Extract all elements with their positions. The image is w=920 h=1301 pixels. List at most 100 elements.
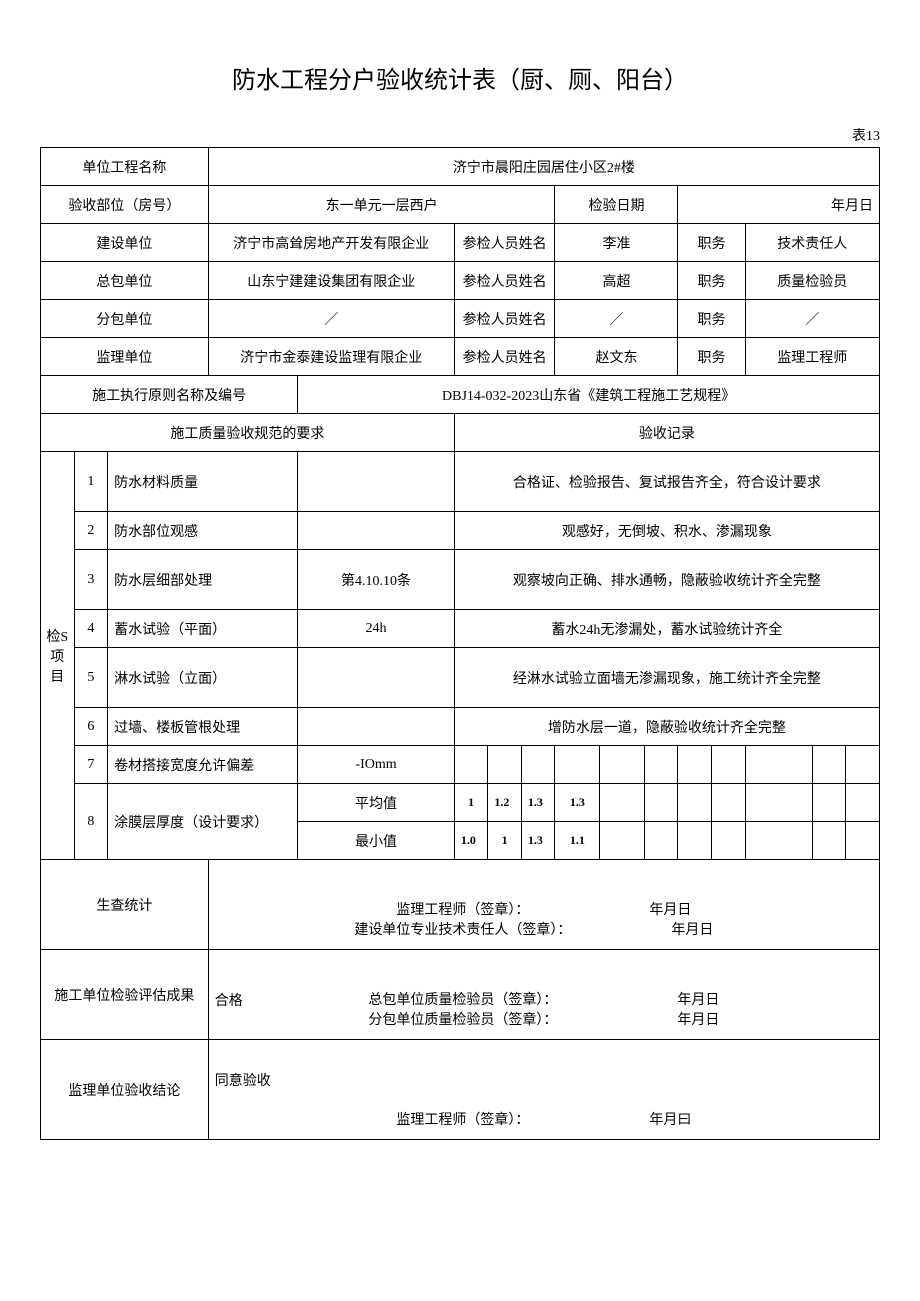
sub-unit-label: 分包单位: [41, 300, 209, 338]
i8r2c9: [812, 822, 846, 860]
item-record-5: 经淋水试验立面墙无渗漏现象，施工统计齐全完整: [454, 648, 879, 708]
sub-unit: ／: [208, 300, 454, 338]
build-unit-label: 建设单位: [41, 224, 209, 262]
item-num-3: 3: [74, 550, 108, 610]
i8r2c8: [745, 822, 812, 860]
item-name-1: 防水材料质量: [108, 452, 298, 512]
inspect-date-label: 检验日期: [555, 186, 678, 224]
supervisor-date: 年月日: [649, 899, 691, 919]
i8r1c1: 1.2: [488, 784, 522, 822]
item-name-6: 过墙、楼板管根处理: [108, 708, 298, 746]
inspection-table: 单位工程名称 济宁市晨阳庄园居住小区2#楼 验收部位（房号） 东一单元一层西户 …: [40, 147, 880, 1140]
item-num-1: 1: [74, 452, 108, 512]
item-num-4: 4: [74, 610, 108, 648]
item-num-5: 5: [74, 648, 108, 708]
i8r2c10: [846, 822, 880, 860]
i8r1c5: [644, 784, 678, 822]
final-sig: 监理工程师（签章）：: [396, 1109, 529, 1129]
supervise-unit-label: 监理单位: [41, 338, 209, 376]
item7-c0: [454, 746, 488, 784]
item7-c8: [745, 746, 812, 784]
general-date: 年月日: [677, 989, 719, 1009]
i8r1c10: [846, 784, 880, 822]
item-record-6: 增防水层一道，隐蔽验收统计齐全完整: [454, 708, 879, 746]
general-sig: 总包单位质量检验员（签章）：: [368, 989, 557, 1009]
item7-c2: [521, 746, 555, 784]
item-spec-3: 第4.10.10条: [298, 550, 455, 610]
i8r2c6: [678, 822, 712, 860]
item-spec-1: [298, 452, 455, 512]
location: 东一单元一层西户: [208, 186, 555, 224]
i8r1c2: 1.3: [521, 784, 555, 822]
supervise-inspector: 赵文东: [555, 338, 678, 376]
general-inspector: 高超: [555, 262, 678, 300]
record-header: 验收记录: [454, 414, 879, 452]
conclusion-sig-block: 同意验收 监理工程师（签章）： 年月曰: [208, 1040, 879, 1140]
item8-row2-label: 最小值: [298, 822, 455, 860]
sub-sig: 分包单位质量检验员（签章）：: [368, 1009, 557, 1029]
eval-sig-block: 合格 总包单位质量检验员（签章）： 年月日 分包单位质量检验员（签章）： 年月日: [208, 950, 879, 1040]
item7-c7: [712, 746, 746, 784]
spec-header: 施工质量验收规范的要求: [41, 414, 455, 452]
location-label: 验收部位（房号）: [41, 186, 209, 224]
inspector-label-3: 参检人员姓名: [454, 300, 555, 338]
general-job: 质量检验员: [745, 262, 879, 300]
conclusion-value: 同意验收: [215, 1070, 271, 1090]
build-sig: 建设单位专业技术责任人（签章）：: [354, 919, 571, 939]
item-num-6: 6: [74, 708, 108, 746]
item8-row1-label: 平均值: [298, 784, 455, 822]
item-name-4: 蓄水试验（平面）: [108, 610, 298, 648]
i8r2c2: 1.3: [521, 822, 555, 860]
i8r1c7: [712, 784, 746, 822]
inspect-date: 年月日: [678, 186, 880, 224]
i8r2c7: [712, 822, 746, 860]
build-job: 技术责任人: [745, 224, 879, 262]
supervisor-sig: 监理工程师（签章）：: [396, 899, 529, 919]
item-spec-7: -IOmm: [298, 746, 455, 784]
item-spec-2: [298, 512, 455, 550]
item7-c10: [846, 746, 880, 784]
item-spec-6: [298, 708, 455, 746]
item-record-1: 合格证、检验报告、复试报告齐全，符合设计要求: [454, 452, 879, 512]
item-num-7: 7: [74, 746, 108, 784]
general-unit: 山东宁建建设集团有限企业: [208, 262, 454, 300]
category-label: 检S项目: [41, 452, 75, 860]
inspector-label-2: 参检人员姓名: [454, 262, 555, 300]
i8r2c1: 1: [488, 822, 522, 860]
item7-c5: [644, 746, 678, 784]
item-name-2: 防水部位观感: [108, 512, 298, 550]
general-unit-label: 总包单位: [41, 262, 209, 300]
i8r1c6: [678, 784, 712, 822]
project-name-label: 单位工程名称: [41, 148, 209, 186]
supervise-job: 监理工程师: [745, 338, 879, 376]
job-label-1: 职务: [678, 224, 745, 262]
i8r2c3: 1.1: [555, 822, 600, 860]
final-date: 年月曰: [649, 1109, 691, 1129]
item-name-8: 涂膜层厚度（设计要求）: [108, 784, 298, 860]
job-label-4: 职务: [678, 338, 745, 376]
build-date: 年月日: [671, 919, 713, 939]
item-name-3: 防水层细部处理: [108, 550, 298, 610]
item7-c4: [600, 746, 645, 784]
conclusion-label: 监理单位验收结论: [41, 1040, 209, 1140]
supervise-unit: 济宁市金泰建设监理有限企业: [208, 338, 454, 376]
item-num-2: 2: [74, 512, 108, 550]
i8r2c5: [644, 822, 678, 860]
item-name-5: 淋水试验（立面）: [108, 648, 298, 708]
sub-job: ／: [745, 300, 879, 338]
check-sig-block: 监理工程师（签章）： 年月日 建设单位专业技术责任人（签章）： 年月日: [208, 860, 879, 950]
sub-inspector: ／: [555, 300, 678, 338]
item-record-2: 观感好，无倒坡、积水、渗漏现象: [454, 512, 879, 550]
i8r1c4: [600, 784, 645, 822]
eval-label: 施工单位检验评估成果: [41, 950, 209, 1040]
standard-label: 施工执行原则名称及编号: [41, 376, 298, 414]
job-label-3: 职务: [678, 300, 745, 338]
check-label: 生查统计: [41, 860, 209, 950]
sub-date: 年月日: [677, 1009, 719, 1029]
inspector-label-1: 参检人员姓名: [454, 224, 555, 262]
i8r2c0: 1.0: [454, 822, 488, 860]
item-spec-4: 24h: [298, 610, 455, 648]
page-title: 防水工程分户验收统计表（厨、厕、阳台）: [40, 60, 880, 95]
item-num-8: 8: [74, 784, 108, 860]
i8r1c9: [812, 784, 846, 822]
